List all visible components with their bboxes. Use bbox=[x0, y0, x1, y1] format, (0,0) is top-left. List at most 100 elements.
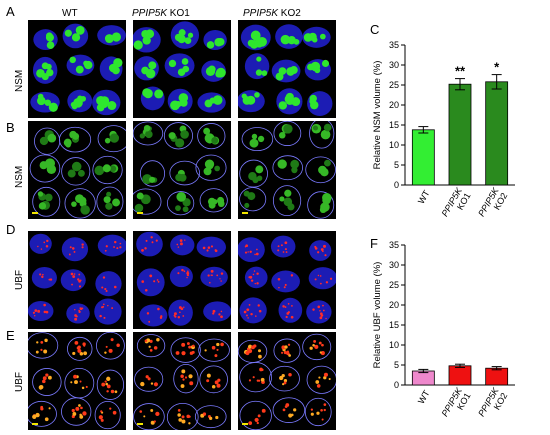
nuclear-speck bbox=[289, 66, 298, 75]
nuclear-speck bbox=[177, 272, 180, 275]
nuclear-speck bbox=[285, 403, 290, 407]
nuclear-speck bbox=[40, 340, 44, 344]
nuclear-speck bbox=[182, 378, 185, 381]
nuclear-speck bbox=[277, 249, 280, 252]
nuclear-speck bbox=[282, 383, 285, 386]
nuclear-speck bbox=[77, 345, 81, 349]
nuclear-speck bbox=[186, 274, 189, 277]
nuclear-speck bbox=[214, 249, 217, 252]
column-header-ko2-suffix: KO2 bbox=[278, 8, 301, 19]
nuclear-speck bbox=[139, 133, 145, 139]
nucleus-outline bbox=[170, 337, 201, 363]
nuclear-speck bbox=[41, 62, 49, 70]
nuclear-speck bbox=[142, 36, 151, 45]
nuclear-speck bbox=[183, 306, 185, 308]
nucleus bbox=[308, 267, 336, 290]
row-label-d: UBF bbox=[14, 270, 25, 290]
nuclear-speck bbox=[168, 59, 177, 68]
nuclear-speck bbox=[257, 414, 261, 418]
nuclear-speck bbox=[39, 273, 42, 276]
nuclear-speck bbox=[71, 161, 82, 172]
nuclear-speck bbox=[211, 345, 216, 350]
nuclear-speck bbox=[206, 41, 215, 49]
nuclear-speck bbox=[324, 254, 327, 257]
nuclear-speck bbox=[315, 380, 320, 384]
nuclear-speck bbox=[77, 348, 82, 353]
nuclear-speck bbox=[248, 421, 253, 426]
nuclear-speck bbox=[116, 343, 120, 347]
nucleus-outline bbox=[96, 332, 125, 360]
nucleus-outline bbox=[273, 121, 302, 146]
nuclear-speck bbox=[281, 373, 285, 378]
nuclear-speck bbox=[278, 67, 287, 75]
nuclear-speck bbox=[182, 206, 189, 213]
nuclear-speck bbox=[284, 306, 287, 308]
column-header-ko1: PPIP5K KO1 bbox=[132, 8, 190, 19]
nuclear-speck bbox=[143, 88, 153, 99]
nuclear-speck bbox=[77, 95, 83, 101]
nucleus bbox=[136, 231, 163, 257]
nuclear-speck bbox=[324, 159, 331, 167]
nuclear-speck bbox=[110, 338, 114, 342]
nuclear-speck bbox=[249, 138, 259, 148]
nuclear-speck bbox=[252, 376, 255, 379]
nuclear-speck bbox=[103, 316, 106, 319]
nuclear-speck bbox=[112, 198, 121, 207]
nuclear-speck bbox=[206, 379, 210, 383]
scale-bar bbox=[137, 212, 143, 214]
nucleus-outline bbox=[166, 402, 199, 430]
nuclear-speck bbox=[37, 309, 41, 313]
nuclear-speck bbox=[178, 418, 182, 422]
nuclear-speck bbox=[106, 384, 111, 389]
nuclear-speck bbox=[254, 92, 260, 98]
nuclear-speck bbox=[180, 130, 189, 139]
nuclear-speck bbox=[49, 278, 53, 281]
nucleus-outline bbox=[272, 397, 306, 423]
nuclear-speck bbox=[188, 422, 191, 425]
nuclear-speck bbox=[249, 275, 253, 279]
nuclear-speck bbox=[181, 58, 189, 65]
nuclear-speck bbox=[253, 270, 256, 272]
nuclear-speck bbox=[319, 312, 323, 316]
nuclear-speck bbox=[106, 390, 109, 393]
nuclear-speck bbox=[250, 30, 261, 41]
nuclear-speck bbox=[96, 103, 105, 112]
nuclear-speck bbox=[48, 375, 52, 380]
nuclear-speck bbox=[322, 309, 325, 312]
nuclear-speck bbox=[46, 41, 55, 50]
nuclear-speck bbox=[309, 346, 313, 350]
nuclear-speck bbox=[283, 378, 288, 383]
nuclear-speck bbox=[281, 351, 284, 354]
nuclear-speck bbox=[290, 274, 294, 277]
nuclear-speck bbox=[179, 239, 183, 242]
nuclear-speck bbox=[75, 315, 78, 318]
nuclear-speck bbox=[112, 410, 117, 415]
nuclear-speck bbox=[188, 345, 192, 349]
nuclear-speck bbox=[321, 343, 324, 347]
nuclear-speck bbox=[43, 310, 47, 314]
nuclear-speck bbox=[100, 418, 104, 422]
nuclear-speck bbox=[206, 249, 209, 252]
nuclear-speck bbox=[107, 304, 109, 307]
nuclear-speck bbox=[309, 98, 317, 105]
column-header-ko1-suffix: KO1 bbox=[167, 8, 190, 19]
nuclear-speck bbox=[329, 277, 333, 280]
nuclear-speck bbox=[141, 249, 144, 252]
nuclear-speck bbox=[34, 315, 36, 317]
nuclear-speck bbox=[320, 351, 325, 356]
nuclear-speck bbox=[70, 272, 74, 276]
nuclear-speck bbox=[179, 242, 183, 246]
nuclear-speck bbox=[45, 373, 48, 377]
nucleus-outline bbox=[166, 191, 195, 216]
nuclear-speck bbox=[203, 127, 211, 135]
panel-letter-d: D bbox=[6, 222, 16, 237]
nuclear-speck bbox=[278, 131, 286, 139]
bar bbox=[485, 81, 509, 186]
nuclear-speck bbox=[70, 381, 73, 384]
nuclear-speck bbox=[114, 240, 117, 244]
nuclear-speck bbox=[325, 281, 329, 284]
nuclear-speck bbox=[323, 408, 326, 412]
nucleus-outline bbox=[307, 191, 335, 219]
nuclear-speck bbox=[149, 339, 153, 343]
nucleus bbox=[29, 233, 52, 254]
